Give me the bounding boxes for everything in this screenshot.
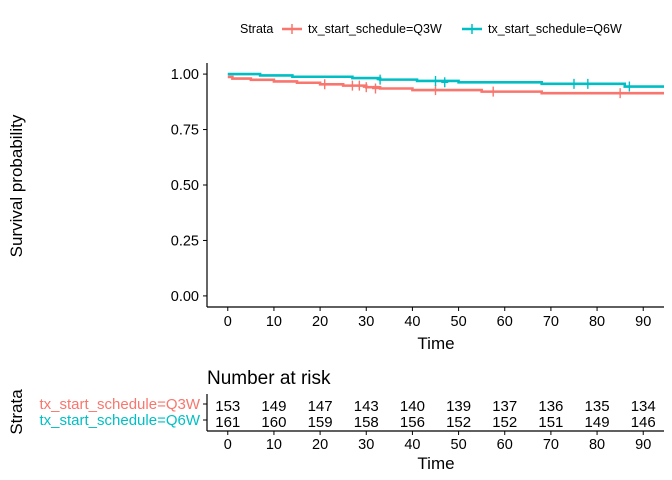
risk-x-tick-label: 70 — [543, 437, 559, 453]
legend-label-q3w: tx_start_schedule=Q3W — [308, 22, 442, 36]
risk-count-q3w: 137 — [492, 398, 517, 415]
risk-count-q3w: 136 — [538, 398, 563, 415]
legend: Strata tx_start_schedule=Q3W tx_start_sc… — [240, 22, 622, 36]
risk-x-ticks: 0 10 20 30 40 50 60 70 80 90 — [224, 431, 651, 453]
risk-table: Number at risk Strata tx_start_schedule=… — [7, 368, 664, 473]
risk-count-q3w: 153 — [215, 398, 240, 415]
risk-row-label-q3w: tx_start_schedule=Q3W — [40, 396, 201, 413]
risk-table-title: Number at risk — [207, 368, 331, 389]
risk-count-q3w: 139 — [446, 398, 471, 415]
risk-count-q6w: 160 — [261, 414, 286, 431]
y-tick-label: 0.00 — [171, 289, 199, 305]
risk-x-tick-label: 50 — [451, 437, 467, 453]
risk-count-q3w: 147 — [308, 398, 333, 415]
x-tick-label: 30 — [358, 314, 374, 330]
x-tick-label: 50 — [451, 314, 467, 330]
risk-count-q3w: 134 — [631, 398, 656, 415]
x-tick-label: 60 — [497, 314, 513, 330]
legend-item-q6w: tx_start_schedule=Q6W — [462, 22, 622, 36]
x-axis-label: Time — [417, 334, 454, 353]
risk-x-tick-label: 0 — [224, 437, 232, 453]
y-tick-label: 0.25 — [171, 233, 199, 249]
risk-x-tick-label: 10 — [266, 437, 282, 453]
y-tick-label: 1.00 — [171, 67, 199, 83]
risk-x-tick-label: 80 — [589, 437, 605, 453]
risk-count-q6w: 158 — [354, 414, 379, 431]
risk-x-tick-label: 60 — [497, 437, 513, 453]
risk-count-q3w: 135 — [585, 398, 610, 415]
y-tick-label: 0.50 — [171, 178, 199, 194]
x-tick-label: 70 — [543, 314, 559, 330]
risk-row-label-q6w: tx_start_schedule=Q6W — [40, 412, 201, 429]
x-ticks: 0 10 20 30 40 50 60 70 80 90 — [224, 307, 651, 330]
risk-count-q3w: 140 — [400, 398, 425, 415]
risk-count-q6w: 161 — [215, 414, 240, 431]
risk-table-y-label: Strata — [7, 389, 26, 435]
risk-count-q6w: 149 — [585, 414, 610, 431]
risk-count-q6w: 152 — [492, 414, 517, 431]
risk-count-q3w: 143 — [354, 398, 379, 415]
survival-plot: Survival probability Time 0.000.250.500.… — [7, 63, 664, 353]
survival-curves — [227, 72, 664, 99]
legend-label-q6w: tx_start_schedule=Q6W — [488, 22, 622, 36]
x-tick-label: 0 — [224, 314, 232, 330]
risk-count-q6w: 159 — [308, 414, 333, 431]
risk-count-q6w: 146 — [631, 414, 656, 431]
y-axis-label: Survival probability — [7, 114, 26, 257]
legend-item-q3w: tx_start_schedule=Q3W — [282, 22, 442, 36]
risk-count-q6w: 156 — [400, 414, 425, 431]
risk-count-q6w: 151 — [538, 414, 563, 431]
risk-x-tick-label: 40 — [404, 437, 420, 453]
x-tick-label: 10 — [266, 314, 282, 330]
risk-count-q6w: 152 — [446, 414, 471, 431]
risk-x-tick-label: 20 — [312, 437, 328, 453]
legend-title: Strata — [240, 22, 273, 36]
y-ticks: 0.00 0.25 0.50 0.75 1.00 — [171, 67, 207, 305]
risk-x-tick-label: 90 — [635, 437, 651, 453]
risk-table-x-label: Time — [417, 454, 454, 473]
survival-curve-q6w — [227, 72, 664, 88]
x-tick-label: 90 — [635, 314, 651, 330]
x-tick-label: 40 — [404, 314, 420, 330]
y-tick-label: 0.75 — [171, 123, 199, 139]
risk-x-tick-label: 30 — [358, 437, 374, 453]
x-tick-label: 20 — [312, 314, 328, 330]
risk-count-q3w: 149 — [261, 398, 286, 415]
risk-counts: 153 149 147 143 140 139 137 136 135 134 161 160 159 1… — [215, 398, 655, 431]
x-tick-label: 80 — [589, 314, 605, 330]
